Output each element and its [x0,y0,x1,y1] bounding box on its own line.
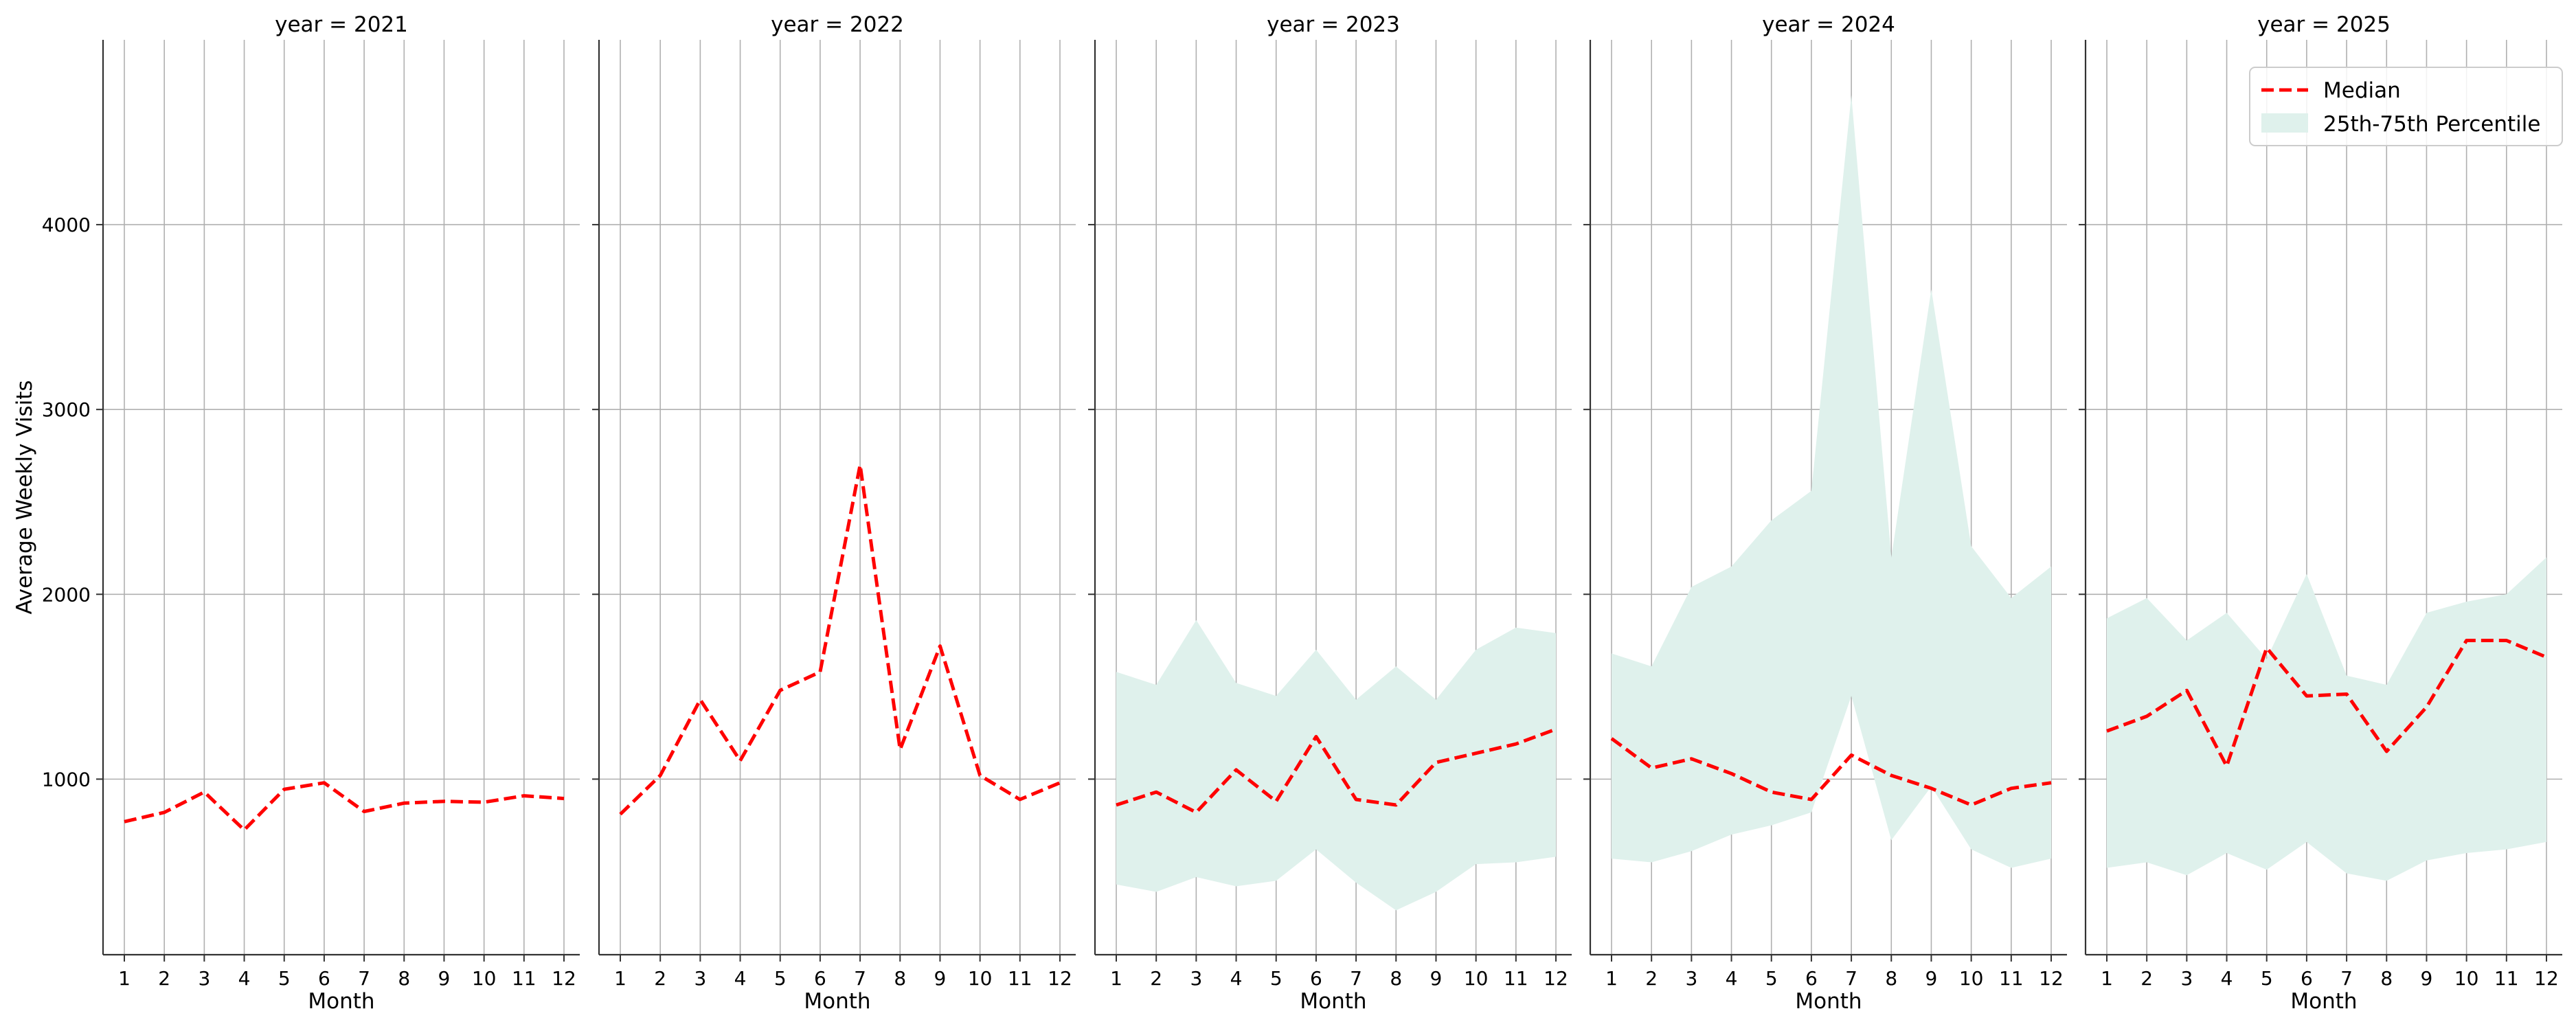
median-line [1116,727,1557,815]
panel-title: year = 2023 [1267,12,1400,37]
x-tick-label: 11 [1008,967,1032,990]
x-axis-label: Month [1795,989,1862,1014]
panel-title: year = 2025 [2257,12,2391,37]
x-tick-label: 4 [2221,967,2233,990]
median-line [1610,737,2052,807]
x-tick-label: 8 [2380,967,2393,990]
x-tick-label: 11 [512,967,536,990]
median-line [124,781,565,832]
x-tick-label: 1 [614,967,626,990]
x-tick-label: 10 [472,967,497,990]
panel-title: year = 2024 [1762,12,1895,37]
legend: Median 25th-75th Percentile [2249,67,2563,146]
x-tick-label: 12 [2534,967,2559,990]
x-tick-label: 12 [2039,967,2064,990]
x-tick-label: 6 [814,967,826,990]
x-tick-label: 6 [1805,967,1818,990]
x-tick-label: 7 [854,967,866,990]
percentile-band [1612,95,2051,868]
x-tick-label: 5 [1765,967,1778,990]
y-axis-label: Average Weekly Visits [12,380,37,614]
x-tick-label: 12 [1544,967,1568,990]
x-tick-label: 10 [2454,967,2479,990]
legend-box [2249,67,2563,146]
x-tick-label: 2 [1150,967,1162,990]
x-tick-label: 7 [2340,967,2353,990]
x-axis-label: Month [804,989,870,1014]
percentile-band [2107,557,2546,881]
x-tick-label: 8 [1885,967,1897,990]
x-tick-label: 8 [1390,967,1402,990]
panel-title: year = 2021 [275,12,408,37]
x-tick-label: 11 [1999,967,2024,990]
x-tick-label: 11 [1504,967,1528,990]
legend-band-label: 25th-75th Percentile [2323,112,2540,137]
panel-title: year = 2022 [771,12,904,37]
x-tick-label: 3 [694,967,706,990]
x-tick-label: 4 [1726,967,1738,990]
x-tick-label: 1 [2101,967,2113,990]
y-tick-label: 4000 [42,214,91,236]
x-tick-label: 3 [1190,967,1202,990]
x-tick-label: 11 [2494,967,2519,990]
median-line [619,463,1061,816]
x-tick-label: 12 [1048,967,1072,990]
x-tick-label: 4 [238,967,251,990]
x-tick-label: 9 [1925,967,1938,990]
x-tick-label: 6 [1310,967,1322,990]
x-tick-label: 1 [118,967,131,990]
x-tick-label: 9 [438,967,451,990]
x-tick-label: 3 [198,967,210,990]
x-tick-label: 1 [1110,967,1122,990]
x-tick-label: 8 [398,967,410,990]
y-tick-label: 1000 [42,768,91,791]
x-tick-label: 3 [2180,967,2193,990]
x-tick-label: 7 [1845,967,1857,990]
x-tick-label: 6 [318,967,330,990]
x-tick-label: 5 [1270,967,1283,990]
x-tick-label: 5 [2261,967,2273,990]
x-tick-label: 2 [654,967,666,990]
x-tick-label: 4 [1230,967,1243,990]
x-tick-label: 10 [968,967,993,990]
x-axis-label: Month [1300,989,1366,1014]
x-tick-label: 9 [934,967,947,990]
x-tick-label: 4 [734,967,747,990]
legend-median-label: Median [2323,78,2401,103]
y-tick-label: 2000 [42,583,91,606]
legend-band-swatch [2261,113,2308,133]
x-tick-label: 8 [894,967,906,990]
x-tick-label: 6 [2301,967,2313,990]
x-tick-label: 1 [1605,967,1618,990]
x-tick-label: 7 [1350,967,1362,990]
x-tick-label: 9 [1430,967,1443,990]
x-axis-label: Month [308,989,374,1014]
x-tick-label: 2 [158,967,170,990]
x-tick-label: 5 [774,967,787,990]
median-line [2106,639,2547,768]
x-tick-label: 9 [2421,967,2433,990]
x-tick-label: 2 [1645,967,1658,990]
x-tick-label: 12 [552,967,576,990]
x-tick-label: 3 [1685,967,1697,990]
x-tick-label: 2 [2140,967,2153,990]
y-tick-label: 3000 [42,398,91,421]
x-axis-label: Month [2290,989,2357,1014]
x-tick-label: 10 [1464,967,1489,990]
x-tick-label: 5 [278,967,291,990]
x-tick-label: 10 [1959,967,1984,990]
x-tick-label: 7 [358,967,370,990]
